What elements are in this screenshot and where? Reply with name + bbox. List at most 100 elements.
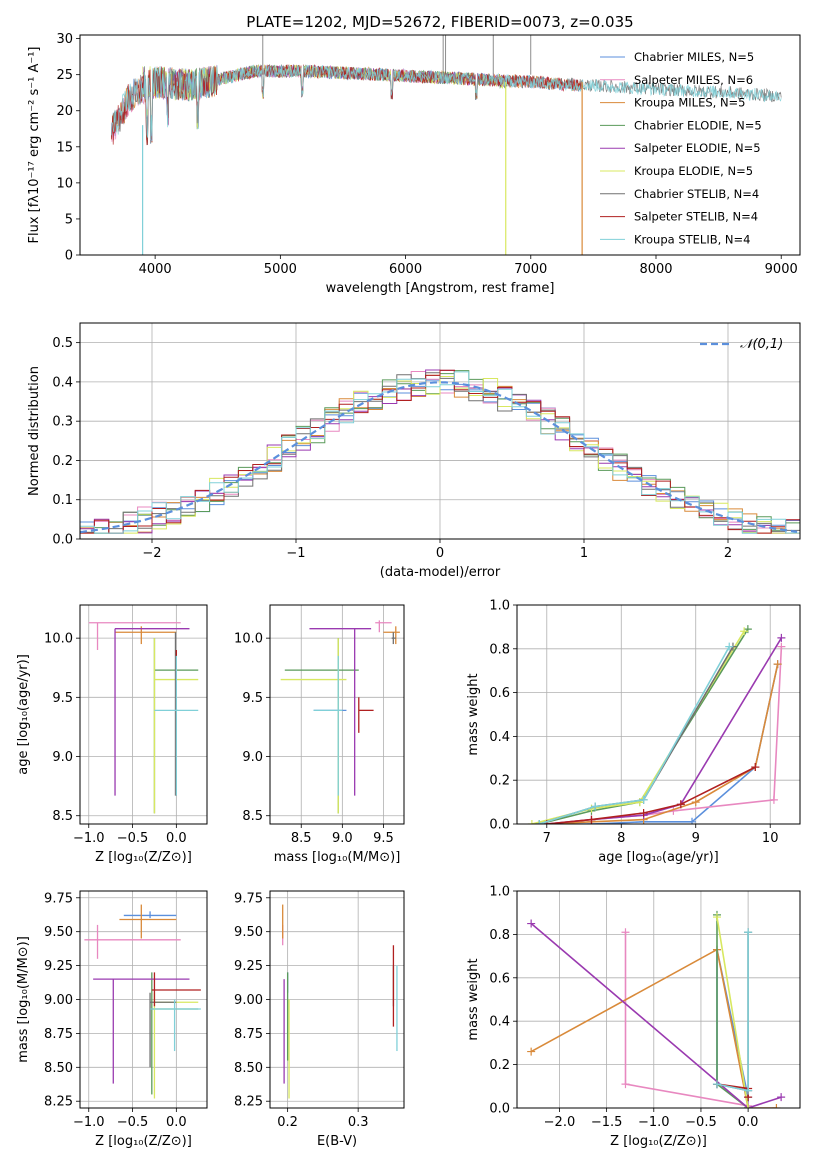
y-tick-label: 0.5 [52,336,73,351]
y-tick-label: 8.5 [52,809,73,824]
y-tick-label: 0.6 [489,971,510,986]
x-tick-label: 8 [617,831,625,846]
y-tick-label: 0.8 [489,928,510,943]
y-tick-label: 9.25 [234,959,263,974]
y-tick-label: 9.00 [44,993,73,1008]
plus-marker [777,633,786,642]
mass-weight-line [539,628,749,824]
y-tick-label: 10.0 [44,632,73,647]
plot-area [110,35,782,255]
plot-area [527,625,786,824]
y-tick-label: 1.0 [489,885,510,900]
legend-entry: Kroupa ELODIE, N=5 [634,164,753,178]
x-tick-label: 2 [724,546,732,561]
x-tick-label: −1 [286,546,305,561]
plus-marker [772,1104,781,1108]
plus-marker [591,802,600,811]
y-tick-label: 15 [56,140,73,155]
y-axis-label: Normed distribution [27,366,42,496]
x-tick-label: −1.0 [638,1115,670,1130]
x-axis-label: Z [log₁₀(Z/Z⊙)] [95,1134,192,1149]
y-tick-label: 0.1 [52,493,73,508]
plot-area [282,904,398,1099]
y-tick-label: 8.75 [44,1027,73,1042]
x-tick-label: 9.0 [332,831,353,846]
x-tick-label: 9.5 [373,831,394,846]
mass-weight-line [546,766,756,824]
residual-histogram-6 [80,376,800,534]
y-tick-label: 9.5 [242,691,263,706]
panel-age-vs-Z: −1.0 −0.5 0.0 8.5 9.0 9.5 10.0 Z [log₁₀(Z/Z⊙)] a… [16,604,208,865]
axes-frame [79,604,208,825]
legend-entry: Salpeter STELIB, N=4 [634,210,758,224]
axes-frame [79,890,208,1109]
mass-weight-line [530,948,777,1108]
x-tick-label: 9 [692,831,700,846]
axes-frame [269,890,405,1109]
y-tick-label: 0.0 [489,818,510,833]
plot-area [80,369,800,534]
x-axis-label: Z [log₁₀(Z/Z⊙)] [610,1134,707,1149]
plus-marker [773,660,782,669]
plus-marker [527,1047,536,1056]
y-tick-label: 8.50 [234,1061,263,1076]
x-tick-label: 4000 [139,262,172,277]
y-tick-label: 0.4 [52,375,73,390]
x-tick-label: 0.0 [166,831,187,846]
x-tick-label: 8.5 [291,831,312,846]
y-tick-label: 1.0 [489,599,510,614]
y-tick-label: 9.00 [234,993,263,1008]
x-tick-label: −0.5 [117,1115,149,1130]
x-tick-label: 0 [436,546,444,561]
x-axis-label: mass [log₁₀(M/M⊙)] [274,850,401,865]
y-tick-label: 10.0 [234,632,263,647]
plus-marker [744,1086,753,1095]
y-tick-label: 5 [65,212,73,227]
y-tick-label: 9.25 [44,959,73,974]
spectrum-series-9 [110,64,782,142]
plus-marker [535,820,544,824]
y-tick-label: 8.25 [234,1095,263,1110]
x-tick-label: 6000 [389,262,422,277]
plus-marker [621,928,630,937]
x-tick-label: 9000 [765,262,798,277]
plot-area [280,620,400,814]
mass-weight-line [530,922,782,1108]
legend-entry: 𝒩(0,1) [740,337,783,352]
plus-marker [725,642,734,651]
x-tick-label: −1.0 [73,831,105,846]
x-tick-label: −2.0 [544,1115,576,1130]
plot-area [88,622,199,814]
legend-entry: Chabrier ELODIE, N=5 [634,118,762,132]
y-tick-label: 0.4 [489,730,510,745]
panel-spectrum: 4000 5000 6000 7000 8000 9000 0 5 10 15 20 25 30 wave… [27,13,801,296]
x-axis-label: (data-model)/error [380,565,501,580]
y-tick-label: 10 [56,176,73,191]
plus-marker [527,919,536,928]
axes-frame [516,604,801,825]
axes-frame [516,890,801,1109]
legend-entry: Chabrier MILES, N=5 [634,50,754,64]
panel-mass-vs-ebv: 0.2 0.3 8.25 8.50 8.75 9.00 9.25 9.50 9.75 E(B-V) [234,890,405,1149]
y-tick-label: 8.75 [234,1027,263,1042]
x-tick-label: 8000 [639,262,672,277]
x-tick-label: 0.0 [166,1115,187,1130]
y-axis-label: mass weight [466,958,481,1040]
plot-area [84,904,201,1099]
y-tick-label: 8.50 [44,1061,73,1076]
plus-marker [751,763,760,772]
x-tick-label: 0.3 [348,1115,369,1130]
y-axis-label: mass [log₁₀(M/M⊙)] [16,936,31,1063]
y-tick-label: 9.5 [52,691,73,706]
plus-marker [688,817,697,824]
y-axis-label: Flux [fλ10⁻¹⁷ erg cm⁻² s⁻¹ A⁻¹] [27,47,42,244]
plus-marker [691,798,700,807]
plus-marker [621,1080,630,1089]
x-tick-label: 0.0 [738,1115,759,1130]
y-tick-label: 0.6 [489,686,510,701]
plus-marker [740,627,749,636]
y-tick-label: 9.75 [234,891,263,906]
chart-title: PLATE=1202, MJD=52672, FIBERID=0073, z=0… [246,13,633,31]
y-tick-label: 9.50 [234,925,263,940]
x-axis-label: E(B-V) [317,1134,357,1149]
